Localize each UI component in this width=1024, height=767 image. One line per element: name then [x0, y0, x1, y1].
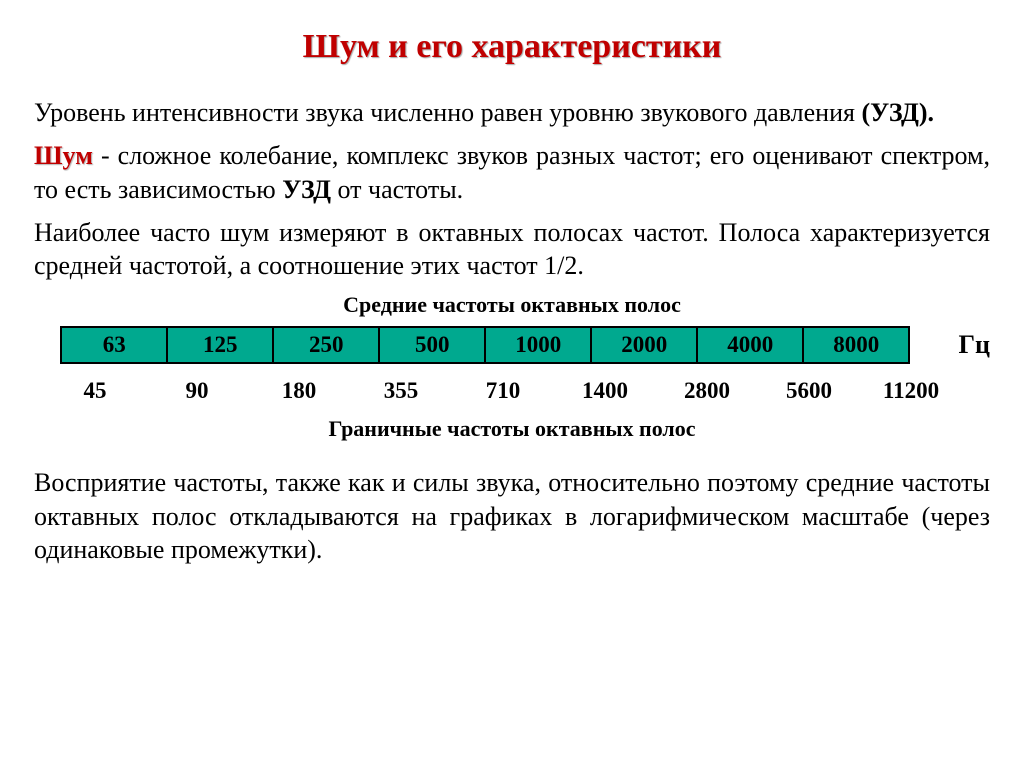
mid-freq-caption: Средние частоты октавных полос	[34, 292, 990, 318]
mid-freq-cell: 4000	[697, 327, 803, 363]
boundary-freq-caption: Граничные частоты октавных полос	[34, 416, 990, 442]
boundary-freq-value: 45	[44, 378, 146, 404]
mid-freq-cell: 8000	[803, 327, 909, 363]
slide: Шум и его характеристики Уровень интенси…	[0, 0, 1024, 767]
boundary-freq-value: 710	[452, 378, 554, 404]
paragraph-4: Восприятие частоты, также как и силы зву…	[34, 466, 990, 566]
boundary-freq-value: 180	[248, 378, 350, 404]
boundary-freq-value: 5600	[758, 378, 860, 404]
paragraph-2: Шум - сложное колебание, комплекс звуков…	[34, 139, 990, 206]
boundary-freq-value: 11200	[860, 378, 962, 404]
p2-mid: - сложное колебание, комплекс звуков раз…	[34, 141, 990, 203]
boundary-freq-value: 1400	[554, 378, 656, 404]
mid-freq-table: 631252505001000200040008000	[60, 326, 910, 364]
boundary-freq-value: 2800	[656, 378, 758, 404]
paragraph-3: Наиболее часто шум измеряют в октавных п…	[34, 216, 990, 283]
mid-freq-cell: 250	[273, 327, 379, 363]
p2-abbr: УЗД	[282, 175, 331, 204]
boundary-freq-row: 459018035571014002800560011200	[34, 378, 990, 404]
mid-freq-cell: 63	[61, 327, 167, 363]
boundary-freq-value: 90	[146, 378, 248, 404]
p2-highlight: Шум	[34, 141, 93, 170]
p1-abbr: (УЗД).	[861, 98, 934, 127]
mid-freq-cell: 125	[167, 327, 273, 363]
mid-freq-block: 631252505001000200040008000 Гц	[34, 326, 990, 364]
unit-hz: Гц	[958, 330, 990, 360]
paragraph-1: Уровень интенсивности звука численно рав…	[34, 96, 990, 129]
slide-title: Шум и его характеристики	[34, 28, 990, 66]
p1-text: Уровень интенсивности звука численно рав…	[34, 98, 861, 127]
p2-tail: от частоты.	[331, 175, 463, 204]
boundary-freq-value: 355	[350, 378, 452, 404]
mid-freq-cell: 500	[379, 327, 485, 363]
table-row-mid: 631252505001000200040008000	[61, 327, 909, 363]
table-row: 631252505001000200040008000 Гц	[34, 326, 990, 364]
mid-freq-cell: 1000	[485, 327, 591, 363]
mid-freq-cell: 2000	[591, 327, 697, 363]
